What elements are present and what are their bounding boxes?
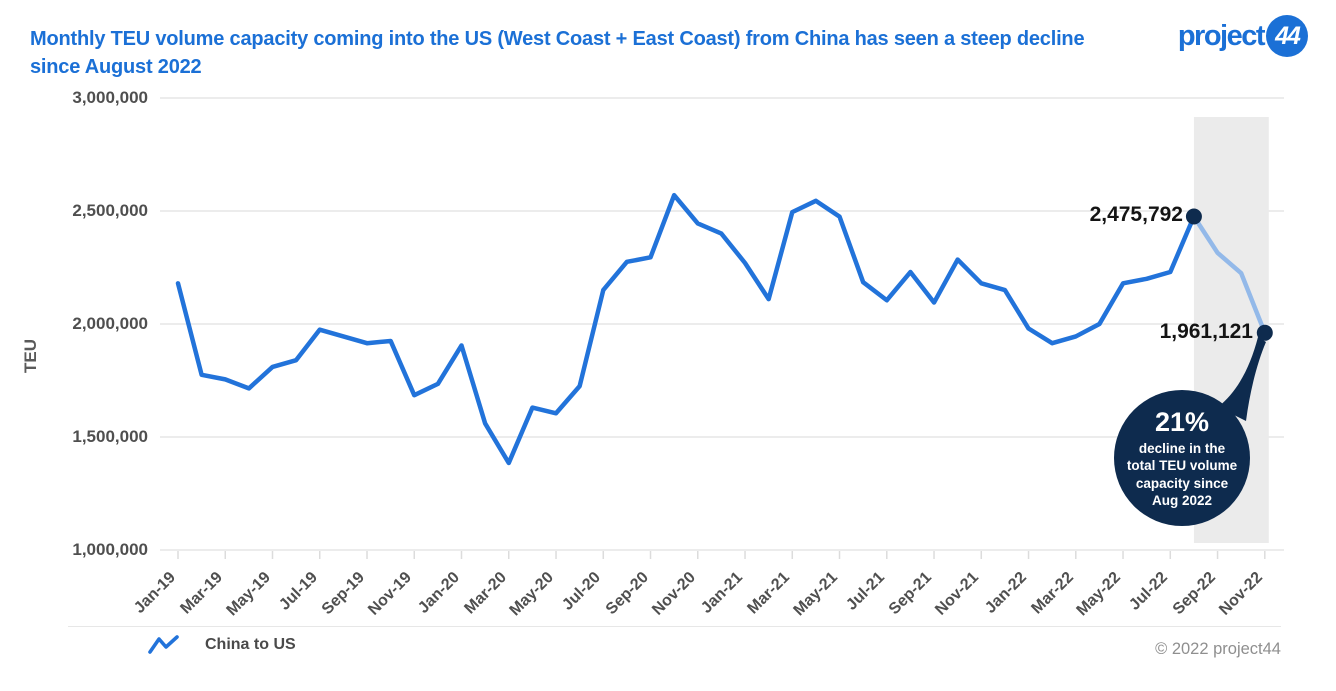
peak-marker-dot [1185, 208, 1202, 225]
logo-badge-icon: 44 [1266, 15, 1308, 57]
legend-line-icon [148, 635, 179, 654]
y-axis-tick-label: 1,500,000 [72, 427, 148, 446]
decline-annotation-bubble: 21% decline in the total TEU volume capa… [1114, 390, 1250, 526]
y-axis-tick-label: 2,000,000 [72, 314, 148, 333]
series-line-decline-segment [1191, 214, 1268, 336]
page-title: Monthly TEU volume capacity coming into … [30, 25, 1085, 81]
copyright-text: © 2022 project44 [1155, 640, 1281, 658]
end-marker-dot [1256, 324, 1273, 341]
peak-value-label: 2,475,792 [1089, 203, 1183, 226]
decline-description: decline in the total TEU volume capacity… [1126, 440, 1238, 509]
decline-percentage: 21% [1154, 406, 1210, 437]
y-axis-tick-label: 3,000,000 [72, 88, 148, 107]
y-axis-tick-label: 2,500,000 [72, 201, 148, 220]
logo-wordmark: project [1177, 19, 1266, 52]
y-axis-title: TEU [21, 339, 40, 373]
project44-logo: project 44 [1178, 15, 1308, 57]
end-value-label: 1,961,121 [1159, 320, 1253, 343]
series-line-china-to-us [175, 192, 1197, 466]
y-axis-tick-label: 1,000,000 [72, 540, 148, 559]
legend-item-label: China to US [205, 636, 296, 653]
page-title-line2: since August 2022 [30, 56, 202, 79]
legend: China to US [148, 634, 296, 656]
bubble-tail [1218, 337, 1266, 421]
page-title-line1: Monthly TEU volume capacity coming into … [30, 28, 1085, 51]
footer-divider [68, 626, 1281, 627]
